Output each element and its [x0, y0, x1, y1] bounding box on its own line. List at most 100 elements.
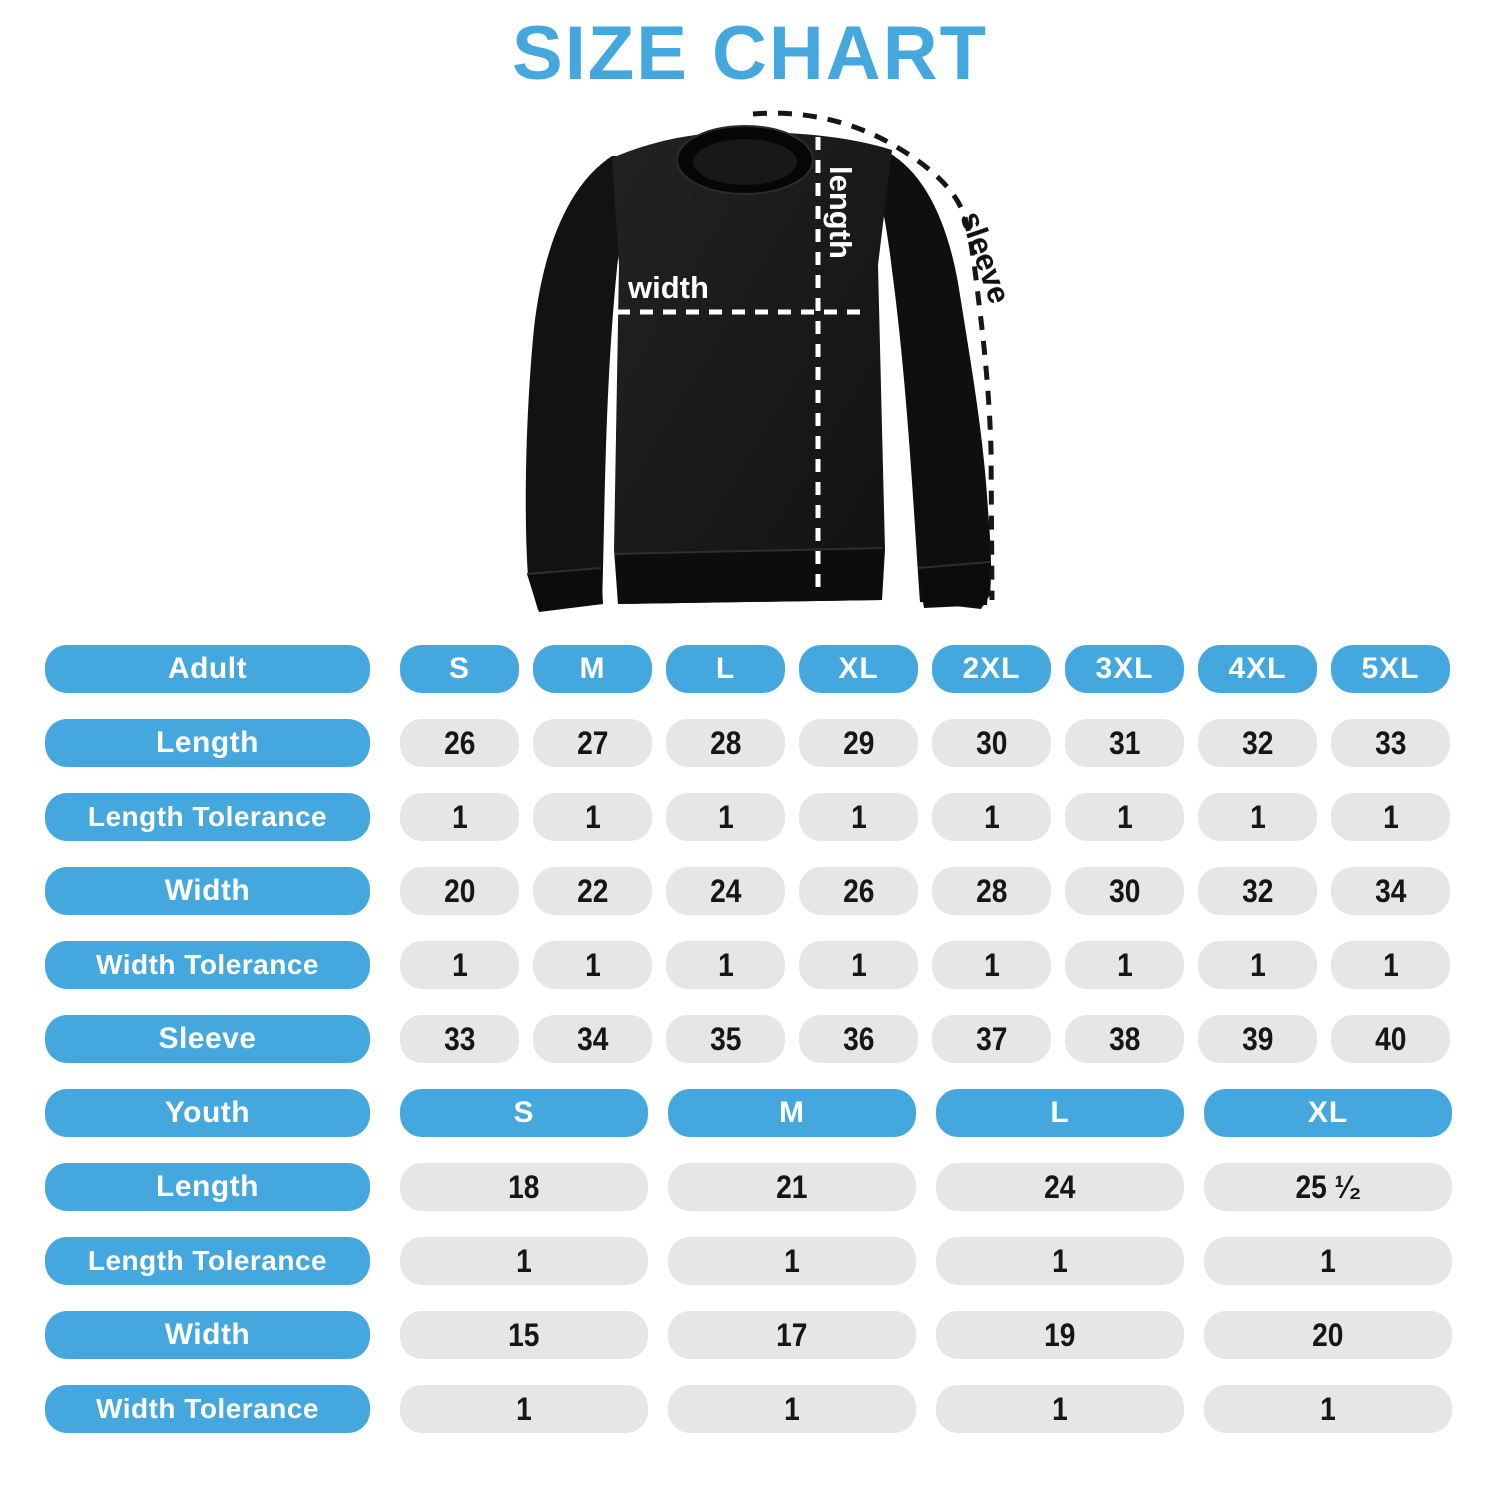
value-cell: 21: [668, 1163, 916, 1211]
value-cell: 30: [1065, 867, 1184, 915]
left-sleeve: [525, 156, 646, 610]
value-cell: 1: [666, 941, 785, 989]
cell-value: 1: [717, 798, 734, 835]
cell-value: 15: [508, 1316, 540, 1353]
cell-value: 28: [975, 872, 1008, 909]
page-title: SIZE CHART: [512, 11, 988, 96]
collar-inner: [693, 139, 797, 185]
adult-size-header-2xl: 2XL: [932, 645, 1051, 693]
value-cell: 1: [932, 793, 1051, 841]
cell-value: 1: [1249, 946, 1266, 983]
adult-width-tolerance-row: Width Tolerance 1 1 1 1 1 1 1 1: [45, 941, 1500, 989]
value-cell: 30: [932, 719, 1051, 767]
cell-value: 1: [1320, 1242, 1336, 1279]
cell-value: 24: [1044, 1168, 1076, 1205]
value-cell: 36: [799, 1015, 918, 1063]
cell-value: 1: [1382, 946, 1399, 983]
value-cell: 35: [666, 1015, 785, 1063]
hem-band: [615, 548, 883, 604]
value-cell: 28: [666, 719, 785, 767]
cell-value: 1: [1116, 798, 1133, 835]
cell-value: 39: [1241, 1020, 1274, 1057]
value-cell: 17: [668, 1311, 916, 1359]
cell-value: 1: [1320, 1390, 1336, 1427]
adult-length-tolerance-row: Length Tolerance 1 1 1 1 1 1 1 1: [45, 793, 1500, 841]
cell-value: 1: [451, 946, 468, 983]
value-cell: 18: [400, 1163, 648, 1211]
value-cell: 1: [1331, 793, 1450, 841]
row-label: Width: [45, 867, 370, 915]
youth-size-header-m: M: [668, 1089, 916, 1137]
left-cuff-seam: [526, 567, 602, 575]
width-label: width: [627, 270, 709, 305]
cell-value: 1: [784, 1242, 800, 1279]
cell-value: 29: [842, 724, 875, 761]
row-label: Length: [45, 719, 370, 767]
cell-value: 24: [709, 872, 742, 909]
value-cell: 39: [1198, 1015, 1317, 1063]
value-cell: 1: [1065, 793, 1184, 841]
adult-size-header-5xl: 5XL: [1331, 645, 1450, 693]
value-cell: 1: [1198, 793, 1317, 841]
cell-value: 32: [1241, 724, 1274, 761]
value-cell: 32: [1198, 867, 1317, 915]
value-cell: 26: [400, 719, 519, 767]
cell-value: 1: [516, 1242, 532, 1279]
value-cell: 20: [1204, 1311, 1452, 1359]
left-cuff: [527, 568, 603, 612]
value-cell: 1: [1198, 941, 1317, 989]
value-cell: 25 ¹⁄₂: [1204, 1163, 1452, 1211]
cell-value: 1: [850, 946, 867, 983]
cell-value: 1: [584, 798, 601, 835]
cell-value: 30: [1108, 872, 1141, 909]
cell-value: 22: [576, 872, 609, 909]
row-label: Length: [45, 1163, 370, 1211]
row-label: Sleeve: [45, 1015, 370, 1063]
cell-value: 33: [443, 1020, 476, 1057]
length-label: length: [823, 166, 858, 259]
value-cell: 31: [1065, 719, 1184, 767]
cell-value: 30: [975, 724, 1008, 761]
value-cell: 1: [400, 793, 519, 841]
value-cell: 1: [1331, 941, 1450, 989]
value-cell: 1: [666, 793, 785, 841]
youth-width-row: Width 15 17 19 20: [45, 1311, 1500, 1359]
value-cell: 22: [533, 867, 652, 915]
cell-value: 33: [1374, 724, 1407, 761]
cell-value: 31: [1108, 724, 1141, 761]
value-cell: 1: [533, 793, 652, 841]
adult-sleeve-row: Sleeve 33 34 35 36 37 38 39 40: [45, 1015, 1500, 1063]
cell-value: 1: [584, 946, 601, 983]
adult-size-table: Adult S M L XL 2XL 3XL 4XL 5XL Length 26…: [0, 645, 1500, 1063]
cell-value: 17: [776, 1316, 808, 1353]
value-cell: 26: [799, 867, 918, 915]
value-cell: 24: [666, 867, 785, 915]
torso: [612, 132, 892, 604]
cell-value: 1: [451, 798, 468, 835]
value-cell: 20: [400, 867, 519, 915]
adult-length-row: Length 26 27 28 29 30 31 32 33: [45, 719, 1500, 767]
value-cell: 32: [1198, 719, 1317, 767]
cell-value: 19: [1044, 1316, 1076, 1353]
cell-value: 20: [1312, 1316, 1344, 1353]
cell-value: 1: [850, 798, 867, 835]
sleeve-measure-line: [752, 110, 995, 601]
value-cell: 1: [668, 1237, 916, 1285]
adult-table-title: Adult: [45, 645, 370, 693]
cell-value: 1: [1249, 798, 1266, 835]
cell-value: 1: [1052, 1390, 1068, 1427]
value-cell: 1: [400, 1385, 648, 1433]
youth-length-tolerance-row: Length Tolerance 1 1 1 1: [45, 1237, 1500, 1285]
value-cell: 37: [932, 1015, 1051, 1063]
adult-size-header-3xl: 3XL: [1065, 645, 1184, 693]
cell-value: 1: [516, 1390, 532, 1427]
adult-header-row: Adult S M L XL 2XL 3XL 4XL 5XL: [45, 645, 1500, 693]
adult-size-header-m: M: [533, 645, 652, 693]
row-label: Width Tolerance: [45, 1385, 370, 1433]
value-cell: 1: [668, 1385, 916, 1433]
cell-value: 28: [709, 724, 742, 761]
value-cell: 19: [936, 1311, 1184, 1359]
value-cell: 1: [932, 941, 1051, 989]
cell-value: 18: [508, 1168, 540, 1205]
